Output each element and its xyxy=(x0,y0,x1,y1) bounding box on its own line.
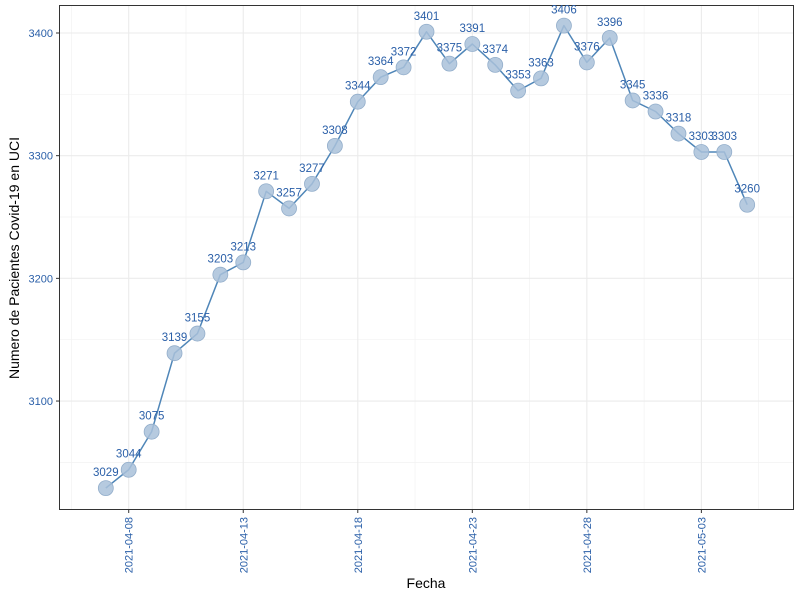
x-tick-label: 2021-04-13 xyxy=(238,517,250,573)
data-label: 3155 xyxy=(185,313,211,325)
grid-layer xyxy=(60,6,793,509)
data-label: 3029 xyxy=(93,467,119,479)
data-point xyxy=(693,144,710,160)
data-label: 3303 xyxy=(711,131,737,143)
point-layer xyxy=(97,17,756,497)
x-tick-label: 2021-04-28 xyxy=(582,517,594,573)
data-label: 3257 xyxy=(276,187,302,199)
data-point xyxy=(441,55,458,72)
data-label: 3364 xyxy=(368,56,394,68)
y-tick-label: 3200 xyxy=(29,273,53,285)
data-label: 3308 xyxy=(322,125,348,137)
y-tick-label: 3100 xyxy=(29,396,53,408)
data-point xyxy=(143,423,160,440)
x-axis-title: Fecha xyxy=(407,575,446,591)
data-label: 3271 xyxy=(253,170,279,182)
data-label: 3353 xyxy=(505,70,531,82)
data-point xyxy=(647,103,664,120)
data-point xyxy=(97,480,114,497)
y-tick-label: 3300 xyxy=(29,151,53,163)
data-label: 3406 xyxy=(551,5,577,17)
data-label: 3277 xyxy=(299,163,325,175)
data-label: 3139 xyxy=(162,332,188,344)
data-point xyxy=(258,183,275,200)
data-label: 3391 xyxy=(460,23,486,35)
data-point xyxy=(281,200,297,217)
data-point xyxy=(304,175,320,192)
data-point xyxy=(395,59,412,76)
data-point xyxy=(349,93,366,110)
data-label: 3374 xyxy=(482,44,508,56)
x-tick-label: 2021-05-03 xyxy=(696,517,708,573)
data-label: 3203 xyxy=(208,254,234,266)
data-label: 3376 xyxy=(574,41,600,53)
data-point xyxy=(487,56,504,73)
data-point xyxy=(372,69,389,86)
data-point xyxy=(556,17,572,34)
data-point xyxy=(418,23,435,40)
data-point xyxy=(235,254,252,271)
data-label: 3375 xyxy=(437,43,463,55)
data-point xyxy=(578,54,595,71)
data-label: 3345 xyxy=(620,79,646,91)
data-label: 3336 xyxy=(643,91,669,103)
data-point xyxy=(670,125,687,142)
data-point xyxy=(212,266,229,283)
panel-border xyxy=(59,5,794,510)
x-tick-label: 2021-04-18 xyxy=(353,517,365,573)
data-point xyxy=(624,92,641,109)
data-label: 3318 xyxy=(666,113,692,125)
data-label: 3260 xyxy=(734,184,760,196)
data-label: 3303 xyxy=(689,131,715,143)
data-point xyxy=(120,461,137,478)
data-label: 3213 xyxy=(230,241,256,253)
y-axis-title: Numero de Pacientes Covid-19 en UCI xyxy=(6,137,22,379)
data-point xyxy=(166,345,183,362)
x-tick-label: 2021-04-23 xyxy=(467,517,479,573)
data-point xyxy=(533,70,549,87)
data-label: 3344 xyxy=(345,81,371,93)
data-label: 3075 xyxy=(139,411,165,423)
axis-layer: 2021-04-08 2021-04-13 2021-04-18 2021-04-23… xyxy=(29,28,709,573)
data-label: 3044 xyxy=(116,449,142,461)
data-point xyxy=(189,325,206,342)
data-label: 3396 xyxy=(597,17,623,29)
data-point xyxy=(326,137,343,154)
data-label: 3363 xyxy=(528,57,554,69)
data-point xyxy=(510,82,527,99)
data-point xyxy=(464,36,481,52)
data-label: 3401 xyxy=(414,11,440,23)
y-tick-label: 3400 xyxy=(29,28,53,40)
data-label: 3372 xyxy=(391,46,417,58)
data-point xyxy=(601,29,618,46)
data-point xyxy=(739,196,756,213)
data-point xyxy=(716,144,733,160)
x-tick-label: 2021-04-08 xyxy=(124,517,136,573)
